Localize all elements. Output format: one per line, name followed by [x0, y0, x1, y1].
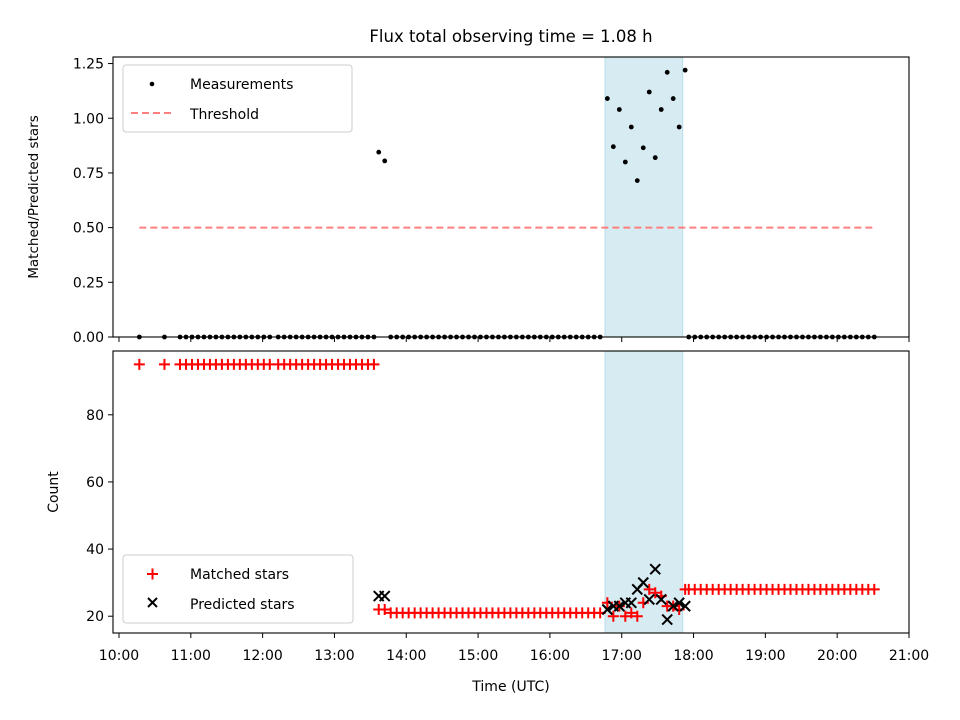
x-tick-label: 17:00 [602, 648, 642, 664]
bottom-highlight-span [604, 350, 684, 634]
measurement-point [670, 96, 676, 101]
bottom-y-tick-label: 80 [86, 408, 104, 424]
legend-measurements-marker [149, 81, 155, 87]
bottom-plot-frame [112, 350, 910, 634]
matched-star-point [379, 604, 391, 615]
measurement-point [640, 145, 646, 151]
measurement-point [652, 155, 658, 161]
bottom-x-ticks: 10:00 11:00 12:00 13:00 14:00 15:00 16:00 17:00… [99, 633, 929, 664]
measurement-point [682, 67, 688, 73]
top-y-tick-label: 0.00 [73, 330, 104, 346]
matched-star-points [133, 358, 880, 622]
predicted-star-point [679, 600, 691, 612]
predicted-star-point [379, 590, 391, 602]
legend-matched-label: Matched stars [190, 567, 289, 583]
measurement-point [622, 159, 628, 165]
predicted-star-point [667, 600, 679, 612]
top-y-tick-label: 1.00 [73, 111, 104, 127]
matched-star-point [133, 358, 145, 370]
top-title: Flux total observing time = 1.08 h [369, 27, 652, 46]
x-tick-label: 12:00 [242, 648, 282, 664]
x-tick-label: 16:00 [530, 648, 570, 664]
top-y-tick-label: 0.25 [73, 275, 104, 291]
matched-star-point [368, 358, 380, 370]
x-tick-label: 21:00 [889, 648, 929, 664]
predicted-star-point [601, 603, 614, 616]
measurement-point [628, 124, 634, 130]
predicted-star-point [643, 593, 655, 606]
x-tick-label: 11:00 [171, 648, 211, 664]
predicted-star-points [373, 563, 691, 626]
matched-star-point [649, 587, 661, 599]
bottom-y-tick-label: 20 [86, 609, 104, 625]
top-x-ticks [118, 337, 910, 342]
legend-predicted-marker [147, 597, 158, 608]
top-y-tick-label: 1.25 [73, 57, 104, 73]
measurement-point [604, 96, 610, 101]
predicted-star-point [613, 600, 626, 612]
x-tick-label: 10:00 [99, 648, 139, 664]
x-tick-label: 19:00 [745, 648, 785, 664]
matched-star-point [868, 583, 880, 595]
bottom-legend: Matched stars Predicted stars [122, 554, 354, 624]
x-axis-label: Time (UTC) [471, 679, 549, 695]
matched-star-point [643, 583, 655, 595]
matched-star-point [631, 610, 643, 622]
top-y-axis-label: Matched/Predicted stars [26, 115, 42, 278]
measurement-point [664, 69, 670, 75]
predicted-star-point [673, 597, 685, 609]
measurement-point [616, 107, 622, 112]
legend-predicted-label: Predicted stars [190, 597, 295, 613]
top-legend-box [122, 64, 353, 133]
bottom-y-tick-label: 40 [86, 542, 104, 558]
top-legend: Measurements Threshold [122, 64, 353, 133]
legend-measurements-label: Measurements [190, 77, 293, 93]
top-y-ticks: 0.00 0.25 0.50 0.75 1.00 1.25 [73, 57, 113, 346]
predicted-star-point [661, 613, 673, 626]
bottom-y-axis-label: Count [46, 471, 62, 513]
measurement-points [136, 67, 877, 340]
measurement-point [376, 149, 382, 155]
x-tick-label: 18:00 [673, 648, 713, 664]
predicted-star-point [655, 593, 667, 606]
x-tick-label: 13:00 [314, 648, 354, 664]
measurement-point [646, 89, 652, 95]
bottom-y-ticks: 20 40 60 80 [86, 408, 113, 625]
predicted-star-point [637, 576, 649, 589]
top-y-tick-label: 0.50 [73, 221, 104, 237]
matched-star-point [625, 607, 637, 619]
legend-threshold-label: Threshold [189, 107, 259, 123]
bottom-legend-box [122, 554, 354, 624]
top-panel: 0.00 0.25 0.50 0.75 1.00 1.25 Flux total obse… [26, 27, 910, 346]
measurement-point [610, 144, 616, 150]
x-tick-label: 15:00 [458, 648, 498, 664]
bottom-y-tick-label: 60 [86, 475, 104, 491]
predicted-star-point [649, 563, 661, 575]
measurement-point [382, 158, 388, 164]
matched-star-point [619, 610, 631, 622]
predicted-star-point [625, 597, 638, 609]
top-highlight-span [604, 56, 684, 338]
x-tick-label: 20:00 [817, 648, 857, 664]
top-y-tick-label: 0.75 [73, 166, 104, 182]
x-tick-label: 14:00 [386, 648, 426, 664]
measurement-point [634, 178, 640, 183]
matched-star-point [158, 358, 170, 370]
matched-star-point [607, 610, 619, 622]
legend-matched-marker [147, 568, 158, 580]
measurement-point [658, 107, 664, 112]
top-plot-frame [112, 56, 910, 338]
measurement-point [676, 124, 682, 130]
